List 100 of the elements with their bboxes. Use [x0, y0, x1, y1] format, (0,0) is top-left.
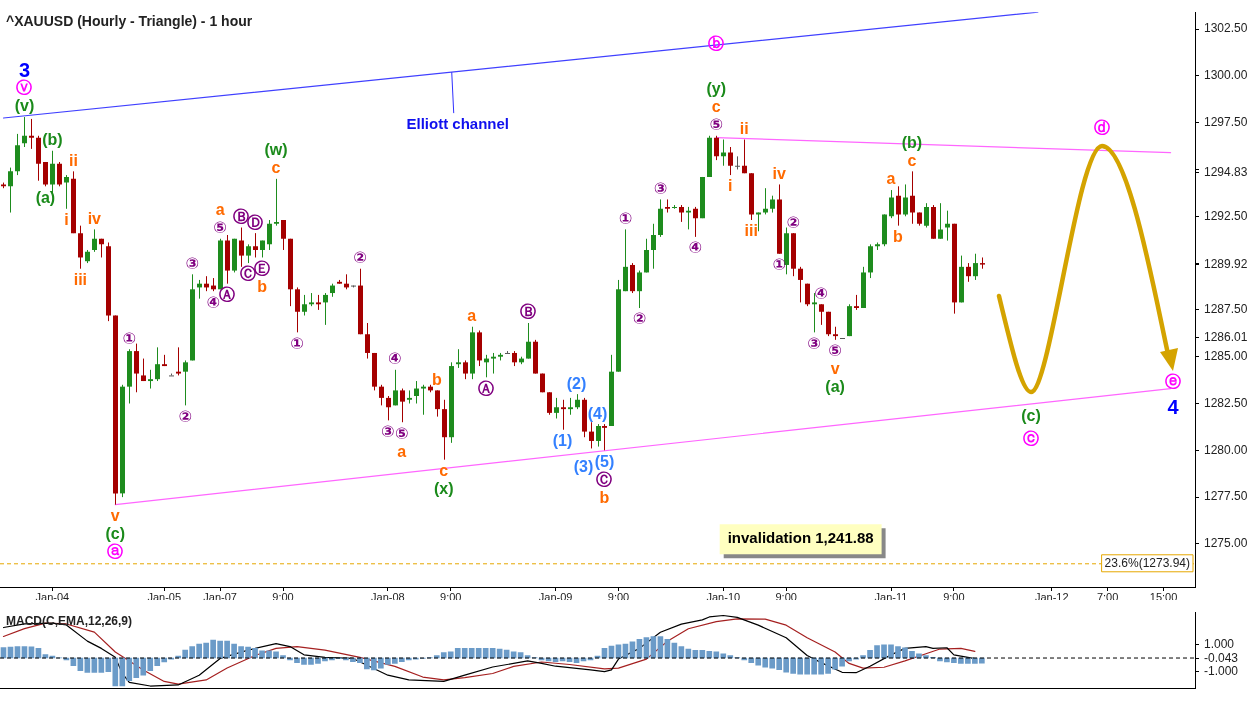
x-tick-label: Jan-09 — [538, 590, 573, 603]
annotation: ③ — [381, 422, 395, 440]
y-tick-label: 1294.83 — [1204, 164, 1248, 179]
annotation: Ⓔ — [254, 259, 271, 277]
annotation: (a) — [825, 378, 845, 396]
annotation: Ⓐ — [219, 286, 236, 304]
x-tick-label: 9:00 — [943, 590, 965, 603]
annotation: (v) — [14, 97, 35, 115]
annotation: invalidation 1,241.88 — [727, 529, 874, 547]
x-tick-label: 9:00 — [607, 590, 630, 603]
x-tick-label: Jan-04 — [35, 590, 70, 603]
y-tick-label: 1285.00 — [1204, 349, 1248, 364]
annotation: (5) — [594, 452, 615, 470]
annotation: ③ — [653, 179, 668, 197]
y-tick-label: 1302.50 — [1204, 21, 1248, 36]
x-tick-label: Jan-07 — [203, 590, 237, 603]
annotation: iv — [772, 164, 786, 182]
y-tick-label: 1287.50 — [1204, 302, 1248, 317]
annotation: c — [711, 98, 721, 116]
x-tick-label: 15:00 — [1149, 590, 1178, 603]
annotation: ② — [632, 310, 647, 328]
annotation: ⓒ — [1023, 430, 1039, 448]
annotation: c — [271, 159, 281, 177]
x-tick-label: 9:00 — [440, 590, 462, 603]
y-tick-label: 1282.50 — [1204, 395, 1248, 410]
annotation: a — [467, 307, 477, 325]
annotation: b — [257, 277, 268, 295]
x-tick-label: Jan-05 — [147, 590, 182, 603]
annotation: ② — [786, 213, 800, 231]
annotation: Ⓐ — [477, 379, 494, 397]
y-tick-label: 1300.00 — [1204, 68, 1248, 83]
annotation: (w) — [264, 141, 288, 159]
annotation: Ⓒ — [240, 265, 257, 283]
annotation: ii — [68, 151, 78, 169]
annotation: (a) — [35, 188, 56, 206]
annotation: ii — [739, 119, 749, 137]
chart-title: MACD(C,EMA,12,26,9) — [6, 613, 133, 628]
x-tick-label: Jan-12 — [1034, 590, 1069, 603]
annotation: b — [893, 228, 904, 246]
annotation: ③ — [185, 254, 199, 272]
annotation: v — [830, 360, 840, 378]
annotation: i — [728, 177, 733, 195]
annotation: ⓔ — [1165, 373, 1181, 391]
annotation: ④ — [206, 293, 220, 311]
annotation: ① — [772, 256, 786, 274]
y-tick-label: 1280.00 — [1204, 442, 1248, 457]
y-tick-label: 1275.00 — [1204, 536, 1248, 551]
annotation: ⓓ — [1094, 119, 1110, 137]
x-tick-label: Jan-10 — [706, 590, 741, 603]
annotation: (b) — [42, 131, 63, 149]
annotation: b — [599, 488, 610, 506]
annotation: c — [439, 462, 449, 480]
annotation: i — [64, 211, 69, 229]
x-tick-label: 9:00 — [272, 590, 294, 603]
annotation: Elliott channel — [406, 115, 509, 133]
y-tick-label: -1.000 — [1204, 663, 1239, 678]
annotation: (1) — [552, 432, 573, 450]
annotation: ⑤ — [213, 219, 227, 237]
y-tick-label: 1297.50 — [1204, 114, 1248, 129]
annotation: ⑤ — [709, 116, 724, 134]
annotation: ⑤ — [828, 342, 842, 360]
x-tick-label: 9:00 — [775, 590, 797, 603]
annotation: a — [215, 201, 225, 219]
annotation: ② — [353, 249, 367, 267]
annotation: iii — [73, 271, 88, 289]
annotation: ② — [178, 407, 192, 425]
annotation: b — [431, 370, 442, 388]
annotation: ⑤ — [395, 424, 409, 442]
annotation: (b) — [901, 133, 923, 151]
annotation: ⓥ — [16, 79, 33, 97]
y-tick-label: 1277.50 — [1204, 489, 1248, 504]
annotation: ① — [122, 329, 137, 347]
annotation: 4 — [1167, 395, 1180, 418]
annotation: (3) — [573, 457, 594, 475]
annotation: ④ — [814, 284, 828, 302]
x-tick-label: Jan-08 — [371, 590, 405, 603]
annotation: (2) — [566, 374, 587, 392]
annotation: a — [886, 170, 896, 188]
y-tick-label: 1286.01 — [1204, 330, 1248, 345]
annotation: (4) — [587, 404, 608, 422]
x-tick-label: 7:00 — [1096, 590, 1119, 603]
annotation: ④ — [688, 239, 703, 257]
annotation: a — [397, 442, 407, 460]
annotation: iii — [744, 222, 758, 240]
annotation: ③ — [807, 334, 821, 352]
annotation: Ⓑ — [519, 303, 536, 321]
annotation: iv — [87, 209, 102, 227]
annotation: v — [110, 507, 120, 525]
y-tick-label: 1292.50 — [1204, 208, 1248, 223]
annotation: (c) — [105, 525, 126, 543]
y-tick-label: 1289.92 — [1204, 256, 1248, 271]
annotation: ① — [618, 209, 633, 227]
y-tick-label: 1.000 — [1204, 637, 1235, 652]
ref-line-label: 23.6%(1273.94) — [1104, 556, 1191, 571]
annotation: (y) — [706, 80, 727, 98]
annotation: c — [907, 151, 917, 169]
annotation: ⓐ — [107, 543, 124, 561]
annotation: (c) — [1021, 407, 1041, 425]
annotation: (x) — [433, 480, 454, 498]
annotation: Ⓒ — [596, 470, 613, 488]
